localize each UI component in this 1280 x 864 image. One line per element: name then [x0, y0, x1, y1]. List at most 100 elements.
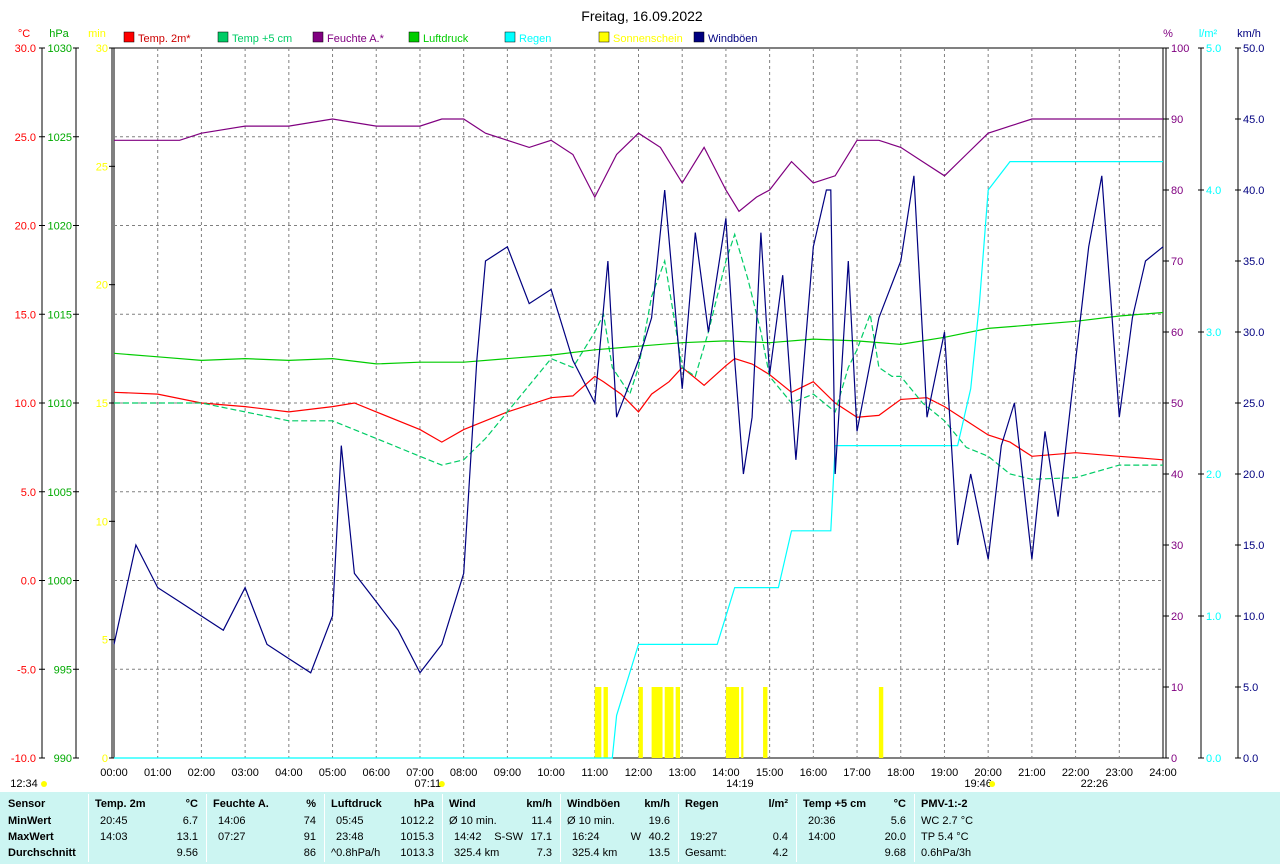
legend-swatch: [598, 31, 610, 43]
wind-max-value: 17.1: [530, 831, 552, 843]
sunshine-bars: [594, 687, 884, 758]
humidity-axis-tick-label: 20: [1171, 611, 1183, 623]
rain-axis-tick-label: 5.0: [1206, 43, 1221, 55]
legend-label: Feuchte A.*: [327, 33, 385, 45]
wind-max-direction: S-SW: [494, 831, 523, 843]
rain-max-time: 19:27: [690, 831, 718, 843]
series-line-windb-en: [113, 175, 1164, 674]
series-line-temp-5-cm: [114, 232, 1163, 480]
series-lines: [113, 118, 1164, 759]
series-line-luftdruck: [113, 311, 1164, 365]
time-annotation: 07:11: [414, 778, 441, 790]
humidity-max-time: 07:27: [218, 831, 246, 843]
x-tick-label: 01:00: [144, 767, 172, 779]
sunshine-axis-tick-label: 20: [96, 280, 108, 292]
humidity-axis-tick-label: 50: [1171, 398, 1183, 410]
humidity-max-value: 91: [303, 831, 316, 843]
gust-axis-tick-label: 15.0: [1243, 540, 1264, 552]
column-separator: [914, 794, 915, 862]
temp-axis-tick-label: 30.0: [15, 43, 36, 55]
sunshine-bar: [603, 687, 608, 758]
sunshine-axis-tick-label: 0: [102, 753, 108, 765]
x-tick-label: 17:00: [843, 767, 871, 779]
sunshine-axis-tick-label: 25: [96, 161, 108, 173]
legend-label: Luftdruck: [423, 33, 469, 45]
pressure-min-time: 05:45: [336, 815, 364, 827]
temp-axis-tick-label: -10.0: [11, 753, 36, 765]
time-annotation: 19:46: [964, 778, 992, 790]
wind-unit: km/h: [526, 798, 552, 810]
column-separator: [324, 794, 325, 862]
legend-swatch: [504, 31, 516, 43]
gusts-distance: 325.4 km: [572, 847, 618, 859]
wind-header: Wind: [449, 798, 476, 810]
wind-avg-value: 7.3: [536, 847, 552, 859]
temp-axis-tick-label: 0.0: [21, 576, 36, 588]
rain-axis-tick-label: 4.0: [1206, 185, 1221, 197]
temp2m-max-time: 14:03: [100, 831, 128, 843]
pressure-axis-unit: hPa: [49, 28, 69, 40]
row-label-avg: Durchschnitt: [8, 847, 76, 859]
gust-axis-tick-label: 5.0: [1243, 682, 1258, 694]
humidity-axis-tick-label: 80: [1171, 185, 1183, 197]
sunshine-bar: [725, 687, 740, 758]
temp5cm-max-value: 20.0: [884, 831, 906, 843]
legend-swatch: [123, 31, 135, 43]
humidity-min-time: 14:06: [218, 815, 246, 827]
time-annotation: 22:26: [1081, 778, 1109, 790]
gust-axis-unit: km/h: [1237, 28, 1261, 40]
rain-total-value: 4.2: [772, 847, 788, 859]
humidity-axis-tick-label: 100: [1171, 43, 1189, 55]
annotations: 07:11 14:19 19:46 22:26 12:34: [10, 778, 1108, 790]
sunshine-axis-unit: min: [88, 28, 106, 40]
pressure-axis-tick-label: 995: [54, 664, 72, 676]
sunshine-bar: [638, 687, 643, 758]
x-tick-label: 19:00: [931, 767, 959, 779]
temp5cm-unit: °C: [893, 798, 906, 810]
wind-min-label: Ø 10 min.: [449, 815, 497, 827]
temp2m-avg-value: 9.56: [176, 847, 198, 859]
time-annotation: 14:19: [726, 778, 754, 790]
legend-swatch: [408, 31, 420, 43]
pressure-axis-tick-label: 1030: [48, 43, 72, 55]
humidity-axis-tick-label: 0: [1171, 753, 1177, 765]
sunshine-bar: [741, 687, 744, 758]
time-annotation: 12:34: [10, 778, 38, 790]
sunshine-bar: [878, 687, 884, 758]
gusts-max-time: 16:24: [572, 831, 600, 843]
x-tick-label: 12:00: [625, 767, 653, 779]
pressure-axis-tick-label: 1010: [48, 398, 72, 410]
x-tick-label: 00:00: [100, 767, 128, 779]
x-tick-label: 24:00: [1149, 767, 1177, 779]
pressure-trend: ^0.8hPa/h: [331, 847, 381, 859]
pmv-dewpoint: TP 5.4 °C: [921, 831, 969, 843]
legend-label: Temp. 2m*: [138, 33, 191, 45]
gust-axis-tick-label: 25.0: [1243, 398, 1264, 410]
column-separator: [796, 794, 797, 862]
x-tick-label: 14:00: [712, 767, 740, 779]
rain-axis-tick-label: 3.0: [1206, 327, 1221, 339]
x-tick-label: 23:00: [1106, 767, 1134, 779]
pressure-min-value: 1012.2: [400, 815, 434, 827]
legend-label: Temp +5 cm: [232, 33, 292, 45]
rain-header: Regen: [685, 798, 719, 810]
x-tick-label: 06:00: [362, 767, 390, 779]
humidity-axis-tick-label: 90: [1171, 114, 1183, 126]
gust-axis-tick-label: 20.0: [1243, 469, 1264, 481]
pressure-avg-value: 1013.3: [400, 847, 434, 859]
pressure-axis-tick-label: 1020: [48, 221, 72, 233]
sunshine-axis-tick-label: 10: [96, 516, 108, 528]
x-tick-label: 03:00: [231, 767, 259, 779]
pmv-pressure-trend: 0.6hPa/3h: [921, 847, 972, 859]
pressure-axis-tick-label: 1015: [48, 309, 72, 321]
weather-chart: Freitag, 16.09.2022 Temp. 2m* Temp +5 cm F…: [10, 8, 1265, 790]
temp-axis-tick-label: 15.0: [15, 309, 36, 321]
x-tick-label: 02:00: [188, 767, 216, 779]
gusts-max-direction: W: [630, 831, 641, 843]
rain-axis-tick-label: 1.0: [1206, 611, 1221, 623]
sunshine-axis-tick-label: 15: [96, 398, 108, 410]
gusts-avg-value: 13.5: [648, 847, 670, 859]
x-tick-label: 20:00: [974, 767, 1002, 779]
pressure-axis-tick-label: 1000: [48, 576, 72, 588]
legend-label: Sonnenschein: [613, 33, 683, 45]
